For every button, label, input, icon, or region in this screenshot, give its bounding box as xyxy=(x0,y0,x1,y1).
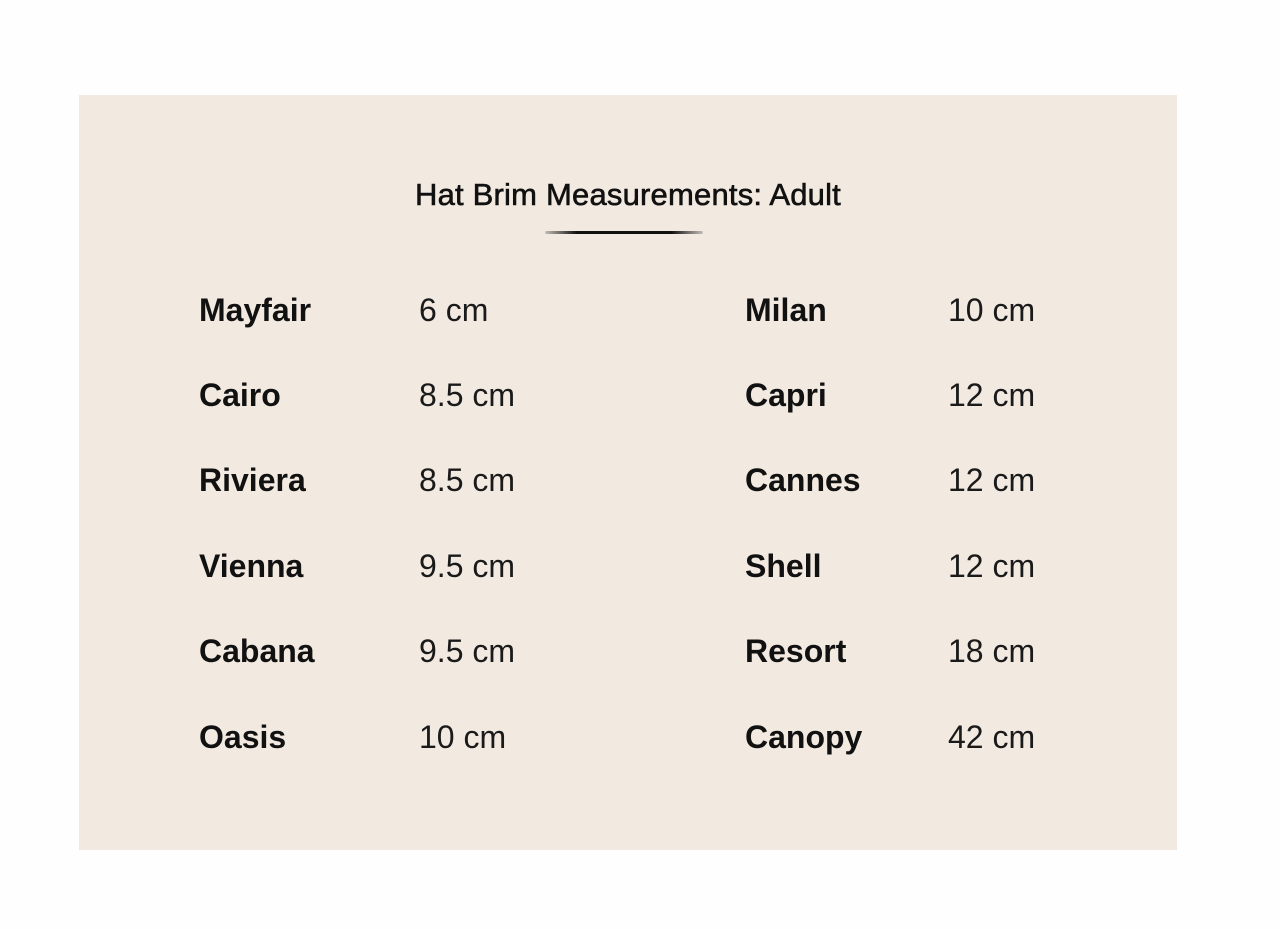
table-row: Capri 12 cm xyxy=(79,375,1177,415)
hat-style-name: Oasis xyxy=(199,719,287,755)
brim-measurement: 9.5 cm xyxy=(419,633,516,669)
page-title: Hat Brim Measurements: Adult xyxy=(415,177,841,213)
table-row: Cairo 8.5 cm xyxy=(79,375,1177,415)
hat-style-name: Canopy xyxy=(745,719,863,755)
brim-measurement: 18 cm xyxy=(948,633,1036,669)
brim-measurement: 8.5 cm xyxy=(419,462,516,498)
hat-style-name: Cannes xyxy=(745,462,861,498)
measurement-panel: Hat Brim Measurements: Adult Mayfair 6 cm… xyxy=(79,95,1177,850)
title-underline xyxy=(545,231,703,234)
table-row: Riviera 8.5 cm xyxy=(79,460,1177,500)
hat-style-name: Vienna xyxy=(199,548,304,584)
brim-measurement: 10 cm xyxy=(419,719,507,755)
brim-measurement: 9.5 cm xyxy=(419,548,516,584)
table-row: Cannes 12 cm xyxy=(79,460,1177,500)
table-row: Cabana 9.5 cm xyxy=(79,631,1177,671)
brim-measurement: 42 cm xyxy=(948,719,1036,755)
brim-measurement: 6 cm xyxy=(419,292,489,328)
hat-style-name: Riviera xyxy=(199,462,306,498)
hat-style-name: Milan xyxy=(745,292,827,328)
table-row: Milan 10 cm xyxy=(79,290,1177,330)
brim-measurement: 12 cm xyxy=(948,462,1036,498)
hat-style-name: Cairo xyxy=(199,377,281,413)
brim-measurement: 8.5 cm xyxy=(419,377,516,413)
brim-measurement: 12 cm xyxy=(948,377,1036,413)
table-row: Canopy 42 cm xyxy=(79,717,1177,757)
table-row: Vienna 9.5 cm xyxy=(79,546,1177,586)
table-row: Resort 18 cm xyxy=(79,631,1177,671)
table-row: Oasis 10 cm xyxy=(79,717,1177,757)
hat-style-name: Shell xyxy=(745,548,822,584)
brim-measurement: 10 cm xyxy=(948,292,1036,328)
table-row: Mayfair 6 cm xyxy=(79,290,1177,330)
hat-style-name: Mayfair xyxy=(199,292,312,328)
table-row: Shell 12 cm xyxy=(79,546,1177,586)
hat-style-name: Cabana xyxy=(199,633,315,669)
hat-style-name: Resort xyxy=(745,633,847,669)
hat-style-name: Capri xyxy=(745,377,827,413)
brim-measurement: 12 cm xyxy=(948,548,1036,584)
